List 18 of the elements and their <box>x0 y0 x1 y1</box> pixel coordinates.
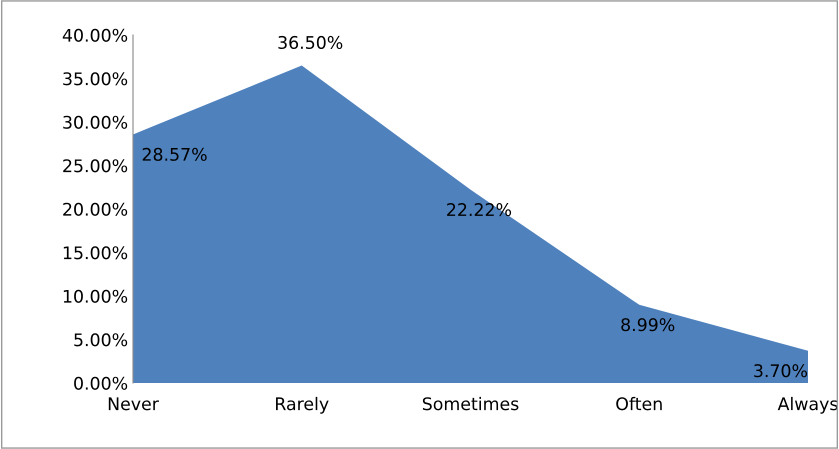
x-tick-label: Sometimes <box>422 396 518 410</box>
y-tick-label: 15.00% <box>64 246 128 260</box>
text: 36.50% <box>278 36 342 50</box>
y-tick-label: 20.00% <box>63 202 128 216</box>
x-tick-label: Often <box>616 396 662 410</box>
x-tick-label: Never <box>108 397 159 410</box>
x-tick-label: Always <box>778 396 838 414</box>
text: 28.57% <box>142 148 207 161</box>
y-tick-label: 40.00% <box>62 28 128 42</box>
y-tick-label: 25.00% <box>63 159 128 172</box>
text: 8.99% <box>621 318 674 332</box>
text: 3.70% <box>754 364 808 378</box>
y-tick-label: 10.00% <box>64 290 128 303</box>
y-tick-label: 35.00% <box>63 72 128 86</box>
y-tick-label: 30.00% <box>63 116 128 129</box>
y-tick-label: 0.00% <box>74 376 128 390</box>
y-tick-label: 5.00% <box>74 333 128 346</box>
x-tick-label: Rarely <box>276 396 329 414</box>
